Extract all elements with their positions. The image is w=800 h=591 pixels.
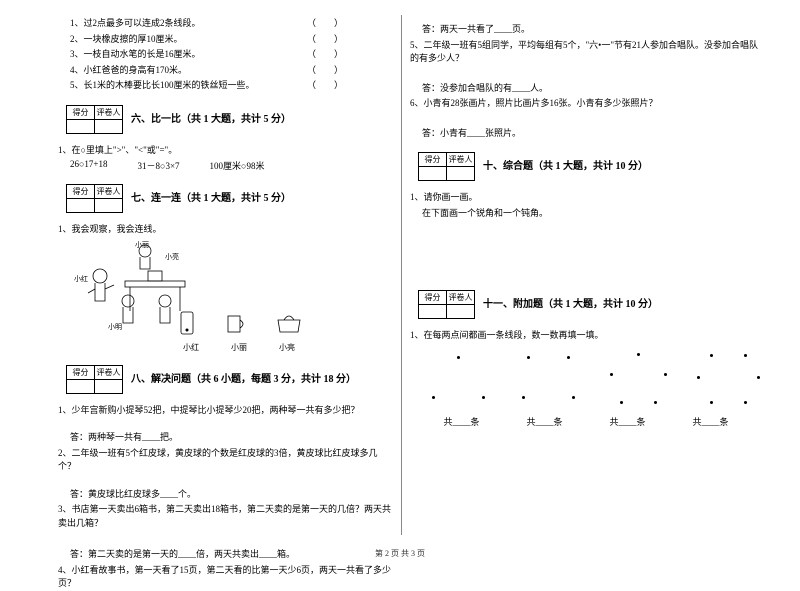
judge-paren: （ ） xyxy=(307,79,343,93)
object-names: 小红 小丽 小亮 xyxy=(58,342,393,353)
section-10-header: 得分评卷人 十、综合题（共 1 大题，共计 10 分） xyxy=(410,144,762,185)
dot xyxy=(457,356,460,359)
score-box: 得分评卷人 xyxy=(66,365,123,394)
label-xiaoli: 小丽 xyxy=(135,241,149,249)
obj-name-3: 小亮 xyxy=(279,342,295,353)
obj-name-1: 小红 xyxy=(183,342,199,353)
dot xyxy=(522,396,525,399)
left-column: 1、过2点最多可以连成2条线段。（ ）2、一块橡皮擦的厚10厘米。（ ）3、一枝… xyxy=(50,15,402,535)
dot xyxy=(744,354,747,357)
right-column: 答：两天一共看了____页。 5、二年级一班有5组同学，平均每组有5个，"六•一… xyxy=(402,15,770,535)
judge-item: 2、一块橡皮擦的厚10厘米。 （ ） xyxy=(58,33,393,47)
judge-paren: （ ） xyxy=(307,17,343,31)
q8-6-ans: 答：小青有____张照片。 xyxy=(410,127,762,141)
exam-page: 1、过2点最多可以连成2条线段。（ ）2、一块橡皮擦的厚10厘米。（ ）3、一枝… xyxy=(0,0,800,540)
label-xiaoliang: 小亮 xyxy=(165,252,179,261)
dot xyxy=(697,376,700,379)
page-footer: 第 2 页 共 3 页 xyxy=(0,548,800,559)
judge-text: 3、一枝自动水笔的长是16厘米。 xyxy=(70,48,201,62)
judge-text: 5、长1米的木棒要比长100厘米的铁丝短一些。 xyxy=(70,79,255,93)
judge-item: 3、一枝自动水笔的长是16厘米。 （ ） xyxy=(58,48,393,62)
dot xyxy=(620,401,623,404)
dot xyxy=(637,353,640,356)
dot-group xyxy=(602,351,672,411)
q6-item-2: 31－8○3×7 xyxy=(138,159,180,172)
judge-paren: （ ） xyxy=(307,64,343,78)
section-11-title: 十一、附加题（共 1 大题，共计 10 分） xyxy=(483,295,658,310)
dot xyxy=(432,396,435,399)
q10-1b: 在下面画一个锐角和一个钝角。 xyxy=(410,207,762,221)
fill-3: 共____条 xyxy=(609,415,645,428)
dot xyxy=(664,373,667,376)
dot xyxy=(757,376,760,379)
section-7-header: 得分评卷人 七、连一连（共 1 大题，共计 5 分） xyxy=(58,176,393,217)
q6-item-1: 26○17+18 xyxy=(70,159,108,172)
section-8-header: 得分评卷人 八、解决问题（共 6 小题，每题 3 分，共计 18 分） xyxy=(58,357,393,398)
label-xiaoming: 小明 xyxy=(108,322,122,331)
draw-area xyxy=(422,226,762,276)
section-7-title: 七、连一连（共 1 大题，共计 5 分） xyxy=(131,189,291,204)
object-bag-icon xyxy=(274,310,304,334)
judge-text: 1、过2点最多可以连成2条线段。 xyxy=(70,17,201,31)
q7-stem: 1、我会观察，我会连线。 xyxy=(58,223,393,237)
dot xyxy=(744,401,747,404)
section-6-title: 六、比一比（共 1 大题，共计 5 分） xyxy=(131,110,291,125)
dot xyxy=(572,396,575,399)
dot-group xyxy=(422,351,492,411)
fill-1: 共____条 xyxy=(443,415,479,428)
judge-paren: （ ） xyxy=(307,48,343,62)
section-6-header: 得分评卷人 六、比一比（共 1 大题，共计 5 分） xyxy=(58,97,393,138)
fill-4: 共____条 xyxy=(692,415,728,428)
q6-stem: 1、在○里填上">"、"<"或"="。 xyxy=(58,144,393,158)
q8-2: 2、二年级一班有5个红皮球，黄皮球的个数是红皮球的3倍，黄皮球比红皮球多几个？ xyxy=(58,447,393,474)
q8-2-ans: 答：黄皮球比红皮球多____个。 xyxy=(58,488,393,502)
reviewer-label: 评卷人 xyxy=(95,105,123,119)
q6-items: 26○17+18 31－8○3×7 100厘米○98米 xyxy=(58,159,393,172)
q8-4: 4、小红看故事书，第一天看了15页，第二天看的比第一天少6页，两天一共看了多少页… xyxy=(58,564,393,591)
score-box: 得分评卷人 xyxy=(66,105,123,134)
q8-5-ans: 答：没参加合唱队的有____人。 xyxy=(410,82,762,96)
score-box: 得分评卷人 xyxy=(66,184,123,213)
dot xyxy=(567,356,570,359)
q8-1-ans: 答：两种琴一共有____把。 xyxy=(58,431,393,445)
section-11-header: 得分评卷人 十一、附加题（共 1 大题，共计 10 分） xyxy=(410,282,762,323)
q10-1: 1、请你画一画。 xyxy=(410,191,762,205)
dot xyxy=(710,354,713,357)
judge-text: 4、小红爸爸的身高有170米。 xyxy=(70,64,187,78)
score-box: 得分评卷人 xyxy=(418,152,475,181)
section-8-title: 八、解决问题（共 6 小题，每题 3 分，共计 18 分） xyxy=(131,370,356,385)
q8-3: 3、书店第一天卖出6箱书，第二天卖出18箱书，第二天卖的是第一天的几倍？两天共卖… xyxy=(58,503,393,530)
dot-group xyxy=(692,351,762,411)
dot xyxy=(654,401,657,404)
dot xyxy=(527,356,530,359)
fill-2: 共____条 xyxy=(526,415,562,428)
judge-paren: （ ） xyxy=(307,33,343,47)
kids-illustration: 小丽 小亮 小红 小明 xyxy=(70,241,270,336)
judge-list: 1、过2点最多可以连成2条线段。（ ）2、一块橡皮擦的厚10厘米。（ ）3、一枝… xyxy=(58,17,393,93)
section-10-title: 十、综合题（共 1 大题，共计 10 分） xyxy=(483,157,648,172)
kids-svg: 小丽 小亮 小红 小明 xyxy=(70,241,270,336)
fill-row: 共____条 共____条 共____条 共____条 xyxy=(410,415,762,428)
dot-group xyxy=(512,351,582,411)
judge-item: 5、长1米的木棒要比长100厘米的铁丝短一些。 （ ） xyxy=(58,79,393,93)
obj-name-2: 小丽 xyxy=(231,342,247,353)
dot xyxy=(710,401,713,404)
judge-text: 2、一块橡皮擦的厚10厘米。 xyxy=(70,33,183,47)
score-box: 得分评卷人 xyxy=(418,290,475,319)
q8-5: 5、二年级一班有5组同学，平均每组有5个，"六•一"节有21人参加合唱队。没参加… xyxy=(410,39,762,66)
dot xyxy=(610,373,613,376)
dot-groups xyxy=(422,351,762,411)
q8-4-ans: 答：两天一共看了____页。 xyxy=(410,23,762,37)
judge-item: 1、过2点最多可以连成2条线段。 （ ） xyxy=(58,17,393,31)
score-label: 得分 xyxy=(67,105,95,119)
q6-item-3: 100厘米○98米 xyxy=(210,159,265,172)
judge-item: 4、小红爸爸的身高有170米。 （ ） xyxy=(58,64,393,78)
q8-6: 6、小青有28张画片，照片比画片多16张。小青有多少张照片？ xyxy=(410,97,762,111)
q8-1: 1、少年宫新购小提琴52把，中提琴比小提琴少20把，两种琴一共有多少把？ xyxy=(58,404,393,418)
label-xiaohong: 小红 xyxy=(74,274,88,283)
q11-1: 1、在每两点间都画一条线段，数一数再填一填。 xyxy=(410,329,762,343)
dot xyxy=(482,396,485,399)
